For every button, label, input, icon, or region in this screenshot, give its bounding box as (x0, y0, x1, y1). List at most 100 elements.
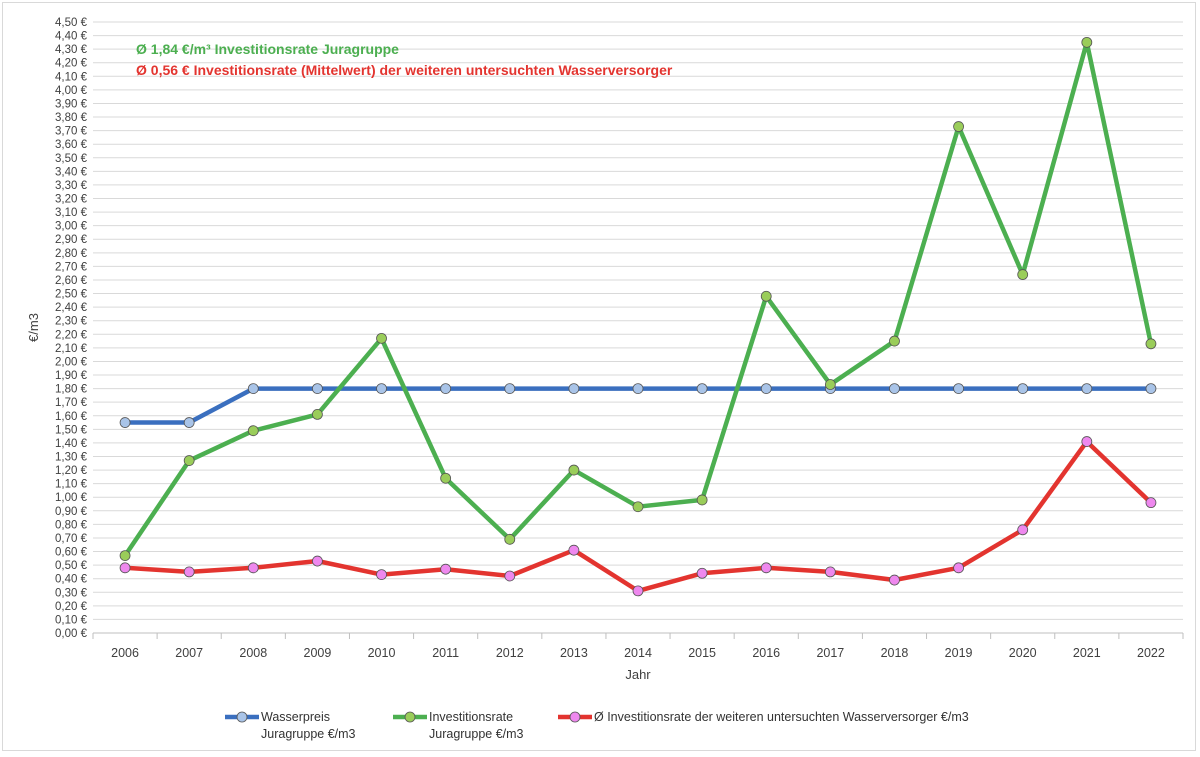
y-tick-label: 4,00 € (55, 85, 88, 97)
legend-label: Investitionsrate (429, 710, 513, 724)
data-point (440, 563, 452, 575)
x-tick-label: 2020 (1009, 646, 1037, 660)
data-point (440, 383, 452, 395)
data-point (1081, 383, 1093, 395)
legend-label: Juragruppe €/m3 (429, 727, 524, 741)
data-point (824, 379, 836, 390)
y-tick-label: 2,60 € (55, 275, 88, 287)
data-point (504, 533, 516, 545)
data-point (183, 417, 195, 428)
y-tick-label: 2,10 € (55, 343, 88, 355)
y-tick-label: 4,30 € (55, 44, 88, 56)
data-point (953, 121, 964, 132)
y-tick-label: 2,30 € (55, 316, 88, 328)
x-axis: 2006 2007 2008 2009 2010 2011 2012 2013 2014 2015… (92, 633, 1184, 660)
y-tick-label: 1,50 € (55, 424, 88, 436)
y-tick-label: 4,40 € (55, 31, 88, 43)
data-point (824, 566, 836, 578)
annotations: Ø 1,84 €/m³ Investitionsrate Juragruppe Ø… (136, 41, 673, 78)
y-tick-label: 3,30 € (55, 180, 88, 192)
data-point (632, 383, 644, 395)
data-point (696, 567, 708, 579)
x-tick-label: 2017 (816, 646, 844, 660)
x-tick-label: 2014 (624, 646, 652, 660)
data-point (312, 555, 323, 567)
data-point (889, 335, 900, 347)
data-point (1017, 383, 1029, 395)
y-axis-title: €/m3 (26, 313, 41, 342)
y-tick-label: 2,20 € (55, 329, 88, 341)
x-tick-label: 2008 (239, 646, 267, 660)
data-point (119, 550, 131, 562)
y-tick-label: 0,90 € (55, 506, 88, 518)
y-tick-label: 2,80 € (55, 248, 88, 260)
data-point (119, 417, 131, 428)
y-tick-label: 4,10 € (55, 71, 88, 83)
data-point (1081, 436, 1093, 447)
y-tick-label: 4,50 € (55, 17, 88, 29)
legend-item-3: Ø Investitionsrate der weiteren untersuc… (558, 710, 969, 724)
data-point (760, 290, 772, 302)
y-tick-label: 2,90 € (55, 234, 88, 246)
data-point (953, 383, 964, 395)
y-tick-label: 1,00 € (55, 492, 88, 504)
x-tick-label: 2015 (688, 646, 716, 660)
data-point (376, 569, 387, 581)
data-point (247, 425, 259, 437)
y-tick-label: 3,70 € (55, 126, 88, 138)
x-tick-label: 2006 (111, 646, 139, 660)
data-point (504, 383, 516, 395)
data-point (247, 383, 259, 395)
y-tick-label: 0,40 € (55, 574, 88, 586)
y-axis-ticks: 0,00 € 0,10 €0,20 € 0,30 €0,40 € 0,50 €0,60… (55, 17, 88, 640)
series-line (122, 439, 1154, 594)
y-tick-label: 2,40 € (55, 302, 88, 314)
data-point (568, 544, 580, 556)
x-tick-label: 2019 (945, 646, 973, 660)
data-point (119, 562, 131, 574)
x-tick-label: 2009 (304, 646, 332, 660)
series-3 (119, 436, 1157, 597)
series-layer (119, 36, 1157, 597)
y-tick-label: 4,20 € (55, 58, 88, 70)
y-tick-label: 2,00 € (55, 356, 88, 368)
data-point (760, 383, 772, 395)
data-point (1017, 269, 1029, 280)
legend-marker (569, 711, 581, 723)
y-tick-label: 3,20 € (55, 194, 88, 206)
data-point (376, 383, 387, 395)
y-tick-label: 1,80 € (55, 384, 88, 396)
x-tick-label: 2022 (1137, 646, 1165, 660)
line-chart: 0,00 € 0,10 €0,20 € 0,30 €0,40 € 0,50 €0,60… (26, 17, 1184, 741)
data-point (183, 455, 195, 466)
y-tick-label: 1,40 € (55, 438, 88, 450)
x-axis-title: Jahr (625, 667, 651, 682)
y-tick-label: 0,80 € (55, 519, 88, 531)
x-tick-label: 2018 (881, 646, 909, 660)
y-tick-label: 3,00 € (55, 221, 88, 233)
annotation-2: Ø 0,56 € Investitionsrate (Mittelwert) d… (136, 62, 673, 78)
y-tick-label: 3,90 € (55, 98, 88, 110)
x-tick-label: 2010 (368, 646, 396, 660)
annotation-1: Ø 1,84 €/m³ Investitionsrate Juragruppe (136, 41, 399, 57)
data-point (568, 383, 580, 395)
data-point (889, 574, 900, 586)
data-point (183, 566, 195, 578)
gridlines (93, 21, 1183, 634)
x-tick-label: 2013 (560, 646, 588, 660)
data-point (1017, 524, 1029, 536)
data-point (504, 570, 516, 582)
series-2 (119, 36, 1157, 562)
y-tick-label: 0,60 € (55, 547, 88, 559)
y-tick-label: 0,30 € (55, 587, 88, 599)
y-tick-label: 3,60 € (55, 139, 88, 151)
data-point (1145, 338, 1157, 350)
x-tick-label: 2012 (496, 646, 524, 660)
y-tick-label: 1,30 € (55, 451, 88, 463)
y-tick-label: 1,60 € (55, 411, 88, 423)
series-line (122, 40, 1154, 558)
y-tick-label: 1,90 € (55, 370, 88, 382)
data-point (376, 332, 387, 344)
y-tick-label: 0,10 € (55, 614, 88, 626)
